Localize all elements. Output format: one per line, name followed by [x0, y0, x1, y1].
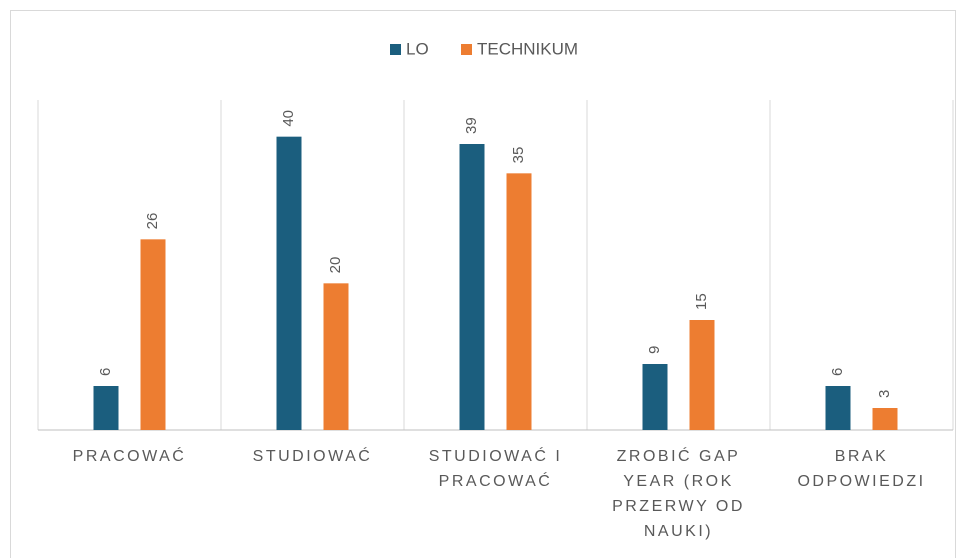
x-tick-label: STUDIOWAĆ [252, 448, 373, 465]
data-label: 40 [280, 110, 297, 127]
x-tick-label: PRACOWAĆ [72, 448, 187, 465]
data-label: 15 [693, 293, 710, 310]
data-label: 20 [327, 257, 344, 274]
legend-label: LO [406, 39, 429, 58]
x-tick-label: ZROBIĆ GAP YEAR (ROK PRZERWY OD NAUKI) [612, 448, 745, 540]
legend-swatch [390, 44, 401, 55]
bar [825, 386, 851, 430]
x-tick-label: BRAK ODPOWIEDZI [797, 448, 926, 490]
bar [506, 173, 532, 431]
bar [323, 283, 349, 430]
data-label: 26 [144, 213, 161, 230]
bar [140, 239, 166, 430]
bar [872, 408, 898, 430]
x-tick-label: STUDIOWAĆ I PRACOWAĆ [428, 448, 563, 490]
data-label: 6 [829, 368, 846, 376]
bar [642, 364, 668, 430]
legend-label: TECHNIKUM [477, 39, 578, 58]
legend-swatch [461, 44, 472, 55]
chart-border [10, 10, 956, 558]
bar [93, 386, 119, 430]
data-label: 3 [876, 390, 893, 398]
data-label: 35 [510, 147, 527, 164]
bar [689, 320, 715, 430]
bar [276, 136, 302, 430]
data-label: 39 [463, 117, 480, 134]
data-label: 6 [97, 368, 114, 376]
data-label: 9 [646, 346, 663, 354]
bar [459, 144, 485, 430]
